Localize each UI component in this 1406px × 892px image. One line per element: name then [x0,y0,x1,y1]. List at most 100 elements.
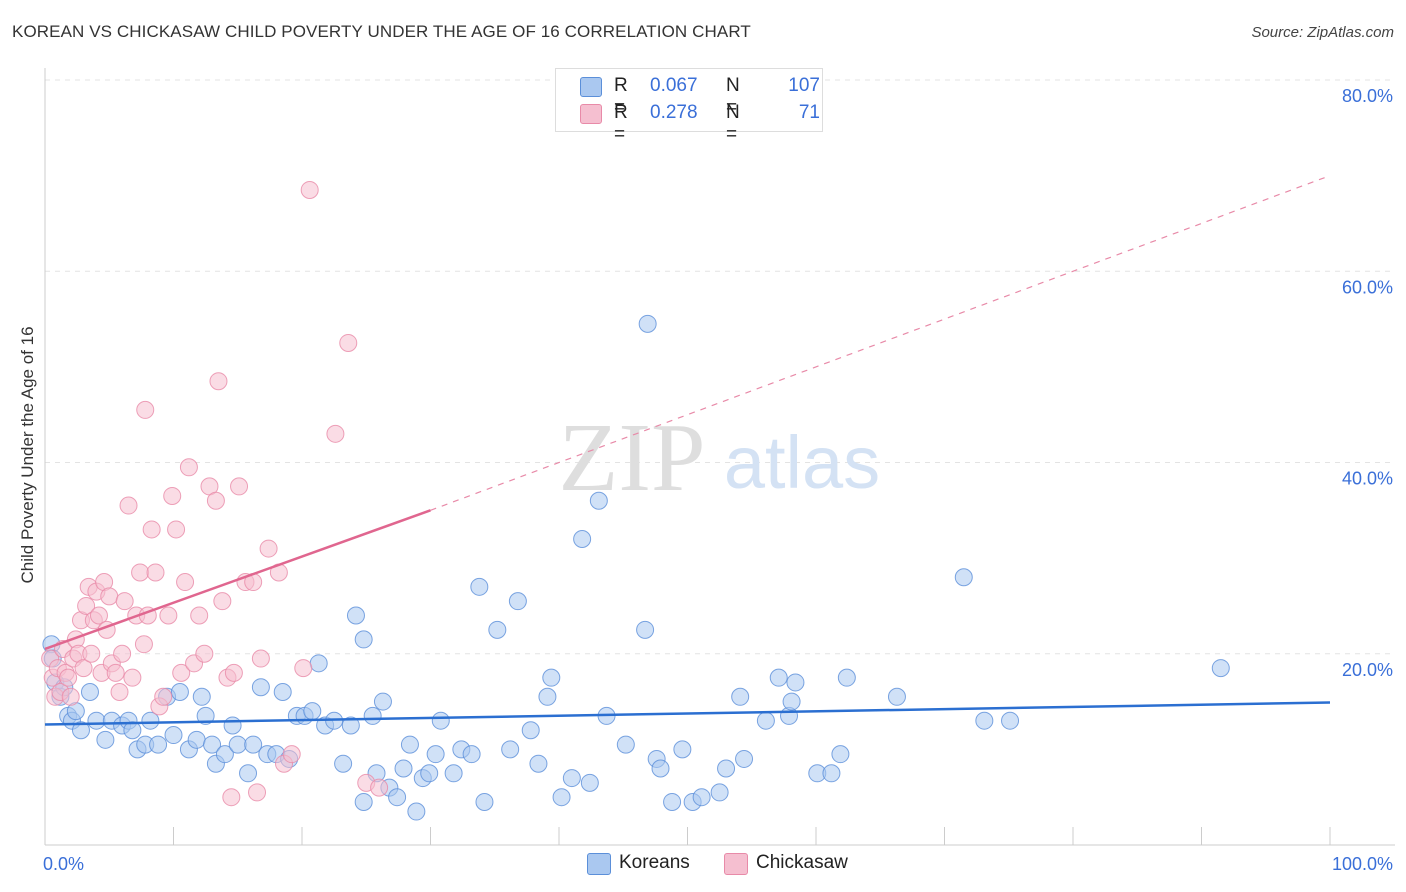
data-point [96,730,115,749]
data-point [462,745,481,764]
data-point [259,539,278,558]
y-tick-label: 60.0% [1342,277,1393,297]
x-tick-label: 0.0% [43,854,84,874]
data-point [470,577,489,596]
data-point [1211,659,1230,678]
data-point [163,486,182,505]
data-point [334,754,353,773]
data-point [782,692,801,711]
data-point [636,620,655,639]
data-point [363,706,382,725]
data-point [394,759,413,778]
chart-title: KOREAN VS CHICKASAW CHILD POVERTY UNDER … [12,22,751,41]
data-point [300,180,319,199]
data-point [87,711,106,730]
data-point [529,754,548,773]
data-point [167,520,186,539]
y-axis-label: Child Poverty Under the Age of 16 [18,326,37,583]
data-point [273,683,292,701]
n-value: 71 [798,102,820,123]
y-tick-label: 80.0% [1342,86,1393,106]
data-point [717,759,736,778]
data-point [141,711,160,730]
data-point [538,687,557,706]
data-point [176,573,195,592]
data-point [488,620,507,639]
data-point [354,630,373,649]
data-point [239,764,258,783]
watermark-atlas: atlas [724,421,880,504]
data-point [123,668,142,687]
data-point [756,711,775,730]
data-point [420,764,439,783]
data-point [326,424,345,443]
n-value: 107 [788,75,820,96]
data-point [196,706,215,725]
data-point [975,711,994,730]
data-point [149,735,168,754]
data-point [206,491,225,510]
data-point [164,726,183,745]
data-point [954,568,973,587]
data-point [172,663,191,682]
data-point [831,745,850,764]
koreans-swatch [580,77,602,97]
data-point [100,587,119,606]
data-point [444,764,463,783]
data-point [475,792,494,811]
data-point [74,659,93,678]
trend-lines [44,175,1331,726]
data-point [346,606,365,625]
data-point [223,716,242,735]
data-point [106,663,125,682]
data-point [294,659,313,678]
data-point [154,687,173,706]
correlation-legend: R = 0.067 N = 107 R = 0.278 N = 71 [555,68,823,145]
data-point [303,702,322,721]
data-point [187,730,206,749]
data-point [244,735,263,754]
data-point [222,788,241,807]
data-point [651,759,670,778]
tick-labels: 20.0% 40.0% 60.0% 80.0% 0.0% 100.0% [43,86,1393,874]
data-point [573,530,592,548]
data-point [59,668,78,687]
data-point [341,716,360,735]
y-tick-label: 20.0% [1342,660,1393,680]
data-point [192,687,211,706]
data-point [113,644,132,663]
data-point [190,606,209,625]
n-label: N = [726,102,740,145]
data-point [77,596,96,615]
data-point [542,668,561,687]
data-point [203,735,222,754]
data-point [373,692,392,711]
data-point [230,477,249,496]
data-point [119,496,138,515]
data-point [822,764,841,783]
data-point [1001,711,1020,730]
x-tick-label: 100.0% [1332,854,1393,874]
data-point [580,773,599,792]
data-point [228,735,247,754]
chickasaw-legend-label: Chickasaw [756,852,848,873]
data-point [82,644,101,663]
data-point [837,668,856,687]
data-point [508,592,527,611]
data-point [786,673,805,692]
data-point [170,683,189,701]
data-point [136,400,155,419]
data-point [521,721,540,740]
data-point [887,687,906,706]
data-point [370,778,389,797]
data-point [209,372,228,391]
r-value: 0.067 [650,75,698,96]
data-point [710,783,729,802]
grid-lines [45,79,1395,655]
data-point [195,644,214,663]
data-point [146,563,165,582]
data-point [400,735,419,754]
data-point [159,606,178,625]
chickasaw-trend-line [44,509,431,651]
